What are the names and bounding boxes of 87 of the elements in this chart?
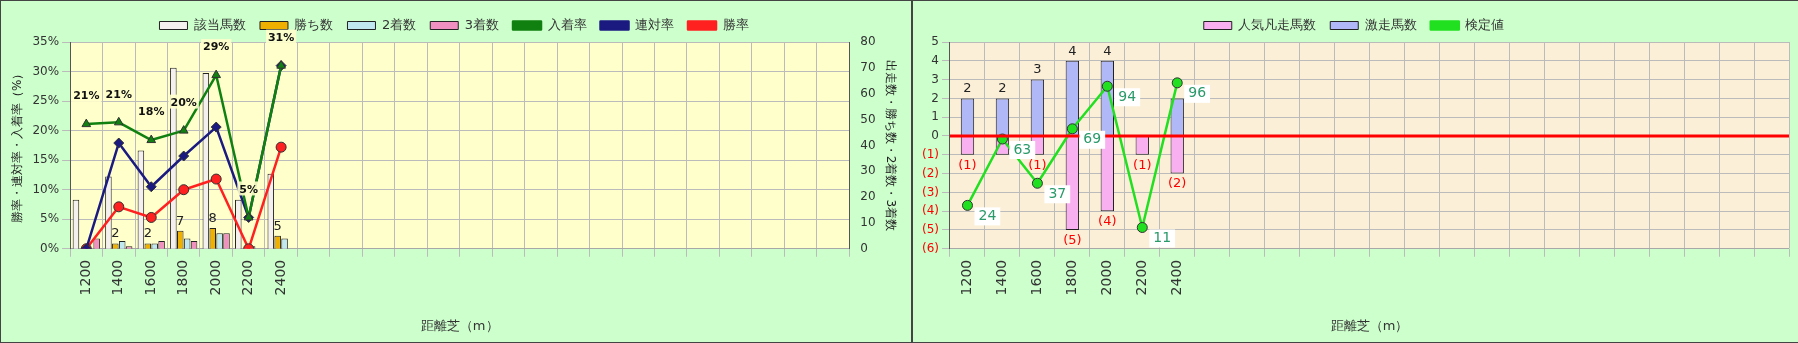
x-tick-label: 2400 xyxy=(1167,259,1184,296)
x-axis-title: 距離芝（m） xyxy=(420,317,499,333)
x-tick-label: 1600 xyxy=(141,259,158,296)
data-label: 3 xyxy=(1033,61,1042,77)
x-tick-label: 1800 xyxy=(174,259,191,296)
x-tick-label: 1400 xyxy=(109,259,126,296)
y-tick-label: 30% xyxy=(32,63,60,78)
data-label: 29% xyxy=(203,40,230,54)
x-tick-label: 1200 xyxy=(76,259,93,296)
y2-axis-title: 出走数・勝ち数・2着数・3着数 xyxy=(883,59,898,232)
legend-label: 3着数 xyxy=(464,16,500,32)
legend-label: 人気凡走馬数 xyxy=(1238,16,1317,32)
data-label: 18% xyxy=(138,105,165,119)
y-tick-label: (2) xyxy=(922,165,939,180)
y2-tick-label: 50 xyxy=(860,111,876,126)
data-label: 69 xyxy=(1083,130,1102,147)
y2-tick-label: 20 xyxy=(860,189,876,204)
data-label: 21% xyxy=(105,87,132,101)
data-label: 11 xyxy=(1153,229,1172,246)
data-label: 21% xyxy=(73,89,100,103)
legend-label: 勝率 xyxy=(722,16,749,32)
y-tick-label: (5) xyxy=(922,222,939,237)
y-tick-label: 35% xyxy=(32,34,60,49)
y2-tick-label: 40 xyxy=(860,137,876,152)
data-label: 37 xyxy=(1048,184,1067,201)
y-tick-label: (1) xyxy=(922,146,939,161)
legend-label: 連対率 xyxy=(635,16,675,32)
x-tick-label: 2200 xyxy=(239,259,256,296)
y-tick-label: 15% xyxy=(32,152,60,167)
x-tick-label: 1600 xyxy=(1028,259,1045,296)
x-axis-title: 距離芝（m） xyxy=(1330,317,1409,333)
legend-label: 2着数 xyxy=(381,16,417,32)
data-label: 4 xyxy=(1103,42,1112,58)
y-tick-label: (3) xyxy=(922,184,939,199)
y2-tick-label: 60 xyxy=(860,85,876,100)
legend-label: 勝ち数 xyxy=(294,16,334,32)
data-label: 2 xyxy=(998,80,1007,96)
x-tick-label: 2000 xyxy=(1097,259,1114,296)
y-tick-label: (6) xyxy=(922,240,939,255)
y-tick-label: 20% xyxy=(32,122,60,137)
y-tick-label: 25% xyxy=(32,93,60,108)
y-axis-title: 勝率・連対率・入着率（%） xyxy=(10,67,25,224)
y-tick-label: 0% xyxy=(40,240,60,255)
x-tick-label: 2200 xyxy=(1132,259,1149,296)
y-tick-label: (4) xyxy=(922,203,939,218)
data-label: 2 xyxy=(963,80,972,96)
legend-label: 検定値 xyxy=(1465,16,1505,32)
x-tick-label: 2400 xyxy=(271,259,288,296)
data-label: 5% xyxy=(239,182,258,196)
data-label: (2) xyxy=(1168,175,1187,191)
y2-tick-label: 10 xyxy=(860,215,876,230)
y-tick-label: 0 xyxy=(931,128,939,143)
y2-tick-label: 30 xyxy=(860,163,876,178)
y-tick-label: 1 xyxy=(931,109,939,124)
data-label: 96 xyxy=(1188,84,1207,101)
data-label: 63 xyxy=(1013,140,1032,157)
x-tick-label: 1800 xyxy=(1062,259,1079,296)
data-label: 94 xyxy=(1118,87,1137,104)
y-tick-label: 10% xyxy=(32,181,60,196)
y2-tick-label: 0 xyxy=(860,240,868,255)
data-label: (5) xyxy=(1063,231,1082,247)
y2-tick-label: 80 xyxy=(860,34,876,49)
y-tick-label: 4 xyxy=(931,52,939,67)
x-tick-label: 1400 xyxy=(993,259,1010,296)
x-tick-label: 1200 xyxy=(958,259,975,296)
data-label: 24 xyxy=(978,207,997,224)
data-label: 5 xyxy=(273,217,282,233)
data-label: 2 xyxy=(111,225,120,241)
legend-label: 入着率 xyxy=(547,16,587,32)
data-label: 8 xyxy=(208,209,217,225)
legend-label: 該当馬数 xyxy=(193,16,246,32)
data-label: 4 xyxy=(1068,42,1077,58)
y2-tick-label: 70 xyxy=(860,59,876,74)
legend-label: 激走馬数 xyxy=(1364,16,1417,32)
y-tick-label: 3 xyxy=(931,71,939,86)
data-label: (4) xyxy=(1098,213,1117,229)
y-tick-label: 5% xyxy=(40,211,60,226)
y-tick-label: 5 xyxy=(931,34,939,49)
data-label: (1) xyxy=(1028,156,1047,172)
data-label: (1) xyxy=(958,156,977,172)
data-label: 20% xyxy=(170,95,197,109)
data-label: 2 xyxy=(143,225,152,241)
x-tick-label: 2000 xyxy=(206,259,223,296)
data-label: 31% xyxy=(267,30,295,44)
data-label: (1) xyxy=(1133,156,1152,172)
y-tick-label: 2 xyxy=(931,90,939,105)
data-label: 7 xyxy=(176,212,185,228)
